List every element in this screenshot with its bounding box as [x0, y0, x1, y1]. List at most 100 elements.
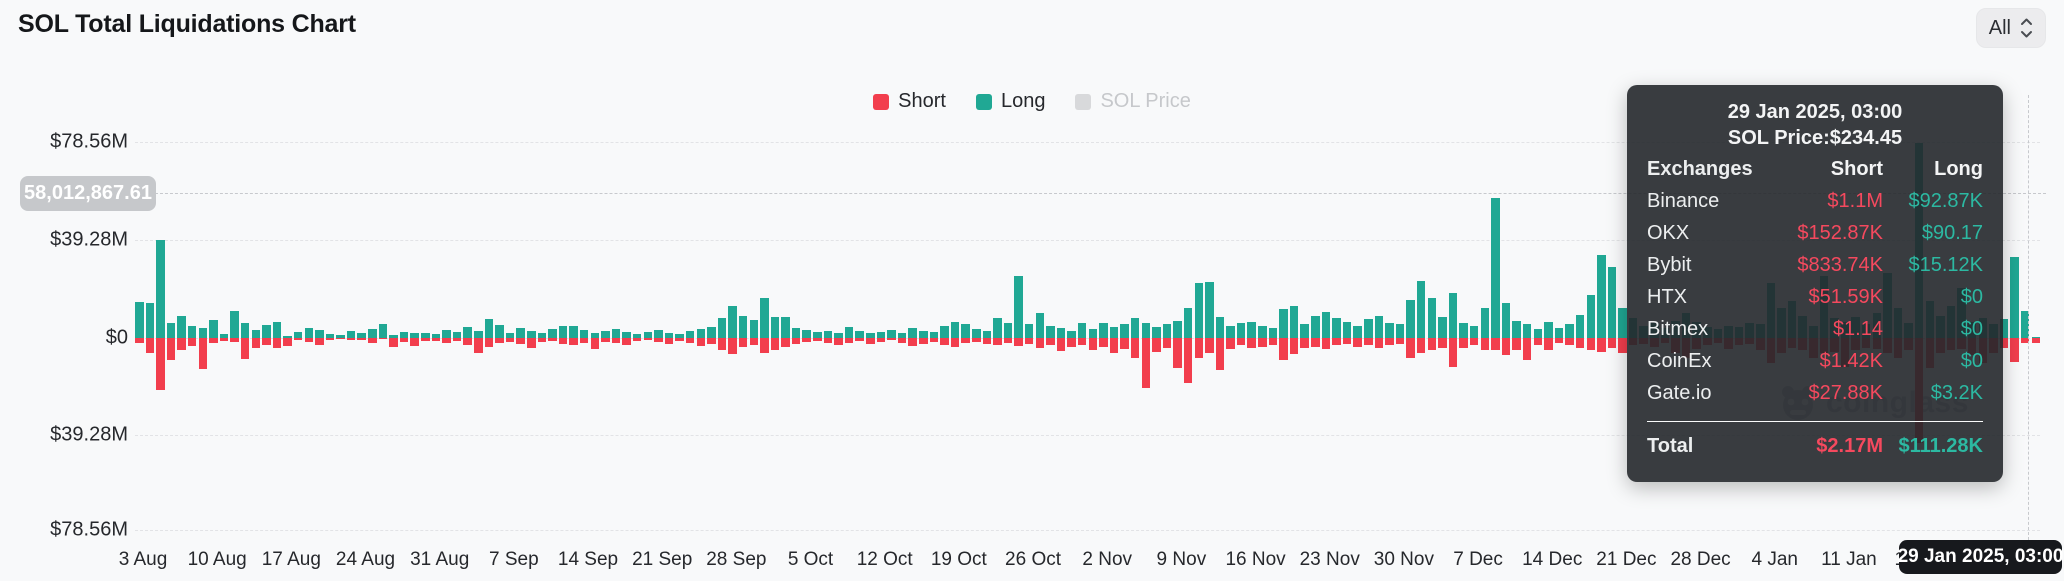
long-liquidation-bar[interactable]: [474, 330, 483, 338]
short-liquidation-bar[interactable]: [897, 338, 907, 344]
short-liquidation-bar[interactable]: [760, 338, 769, 353]
short-liquidation-bar[interactable]: [325, 338, 335, 340]
long-liquidation-bar[interactable]: [283, 336, 292, 338]
long-liquidation-bar[interactable]: [452, 331, 462, 338]
short-liquidation-bar[interactable]: [2010, 338, 2019, 363]
long-liquidation-bar[interactable]: [1247, 321, 1256, 338]
long-liquidation-bar[interactable]: [325, 333, 335, 338]
long-liquidation-bar[interactable]: [675, 334, 684, 338]
long-liquidation-bar[interactable]: [505, 333, 515, 338]
short-liquidation-bar[interactable]: [2020, 338, 2030, 343]
long-liquidation-bar[interactable]: [1014, 275, 1023, 338]
long-liquidation-bar[interactable]: [1226, 325, 1235, 338]
long-liquidation-bar[interactable]: [304, 327, 314, 338]
long-liquidation-bar[interactable]: [1406, 299, 1415, 338]
long-liquidation-bar[interactable]: [685, 331, 695, 338]
short-liquidation-bar[interactable]: [1353, 338, 1362, 347]
short-liquidation-bar[interactable]: [1088, 338, 1098, 351]
long-liquidation-bar[interactable]: [336, 334, 345, 338]
short-liquidation-bar[interactable]: [527, 338, 536, 349]
legend-item-long[interactable]: Long: [975, 90, 1045, 113]
short-liquidation-bar[interactable]: [442, 338, 451, 343]
long-liquidation-bar[interactable]: [2031, 337, 2040, 338]
long-liquidation-bar[interactable]: [346, 331, 356, 338]
short-liquidation-bar[interactable]: [1247, 338, 1256, 348]
short-liquidation-bar[interactable]: [738, 338, 748, 347]
short-liquidation-bar[interactable]: [1311, 338, 1320, 347]
long-liquidation-bar[interactable]: [972, 329, 981, 338]
short-liquidation-bar[interactable]: [1416, 338, 1426, 353]
short-liquidation-bar[interactable]: [1544, 338, 1553, 351]
long-liquidation-bar[interactable]: [272, 322, 282, 338]
short-liquidation-bar[interactable]: [654, 338, 663, 343]
short-liquidation-bar[interactable]: [1522, 338, 1532, 361]
short-liquidation-bar[interactable]: [855, 338, 864, 342]
long-liquidation-bar[interactable]: [135, 302, 144, 338]
long-liquidation-bar[interactable]: [791, 328, 801, 338]
legend-item-short[interactable]: Short: [873, 90, 946, 113]
long-liquidation-bar[interactable]: [707, 326, 716, 338]
short-liquidation-bar[interactable]: [1491, 338, 1500, 351]
short-liquidation-bar[interactable]: [346, 338, 356, 341]
range-selector-dropdown[interactable]: All: [1975, 8, 2046, 48]
long-liquidation-bar[interactable]: [728, 305, 737, 338]
long-liquidation-bar[interactable]: [495, 325, 504, 338]
long-liquidation-bar[interactable]: [378, 324, 388, 338]
short-liquidation-bar[interactable]: [675, 338, 684, 341]
short-liquidation-bar[interactable]: [187, 338, 197, 346]
long-liquidation-bar[interactable]: [876, 331, 886, 338]
short-liquidation-bar[interactable]: [1332, 338, 1341, 346]
short-liquidation-bar[interactable]: [1395, 338, 1405, 345]
long-liquidation-bar[interactable]: [1512, 320, 1521, 338]
short-liquidation-bar[interactable]: [813, 338, 822, 341]
short-liquidation-bar[interactable]: [844, 338, 854, 343]
long-liquidation-bar[interactable]: [1152, 326, 1161, 338]
short-liquidation-bar[interactable]: [1607, 338, 1617, 348]
short-liquidation-bar[interactable]: [145, 338, 155, 353]
long-liquidation-bar[interactable]: [209, 319, 218, 338]
long-liquidation-bar[interactable]: [993, 318, 1002, 338]
long-liquidation-bar[interactable]: [516, 327, 525, 338]
long-liquidation-bar[interactable]: [654, 329, 663, 338]
short-liquidation-bar[interactable]: [357, 338, 366, 340]
long-liquidation-bar[interactable]: [844, 327, 854, 338]
long-liquidation-bar[interactable]: [908, 327, 917, 338]
long-liquidation-bar[interactable]: [1385, 323, 1394, 338]
long-liquidation-bar[interactable]: [802, 330, 811, 338]
short-liquidation-bar[interactable]: [632, 338, 642, 342]
short-liquidation-bar[interactable]: [1575, 338, 1585, 348]
long-liquidation-bar[interactable]: [1332, 318, 1341, 338]
short-liquidation-bar[interactable]: [919, 338, 928, 344]
long-liquidation-bar[interactable]: [622, 332, 631, 338]
long-liquidation-bar[interactable]: [1279, 309, 1288, 338]
long-liquidation-bar[interactable]: [664, 332, 674, 338]
long-liquidation-bar[interactable]: [1618, 308, 1627, 338]
short-liquidation-bar[interactable]: [929, 338, 939, 342]
short-liquidation-bar[interactable]: [1512, 338, 1521, 350]
long-liquidation-bar[interactable]: [611, 329, 621, 338]
long-liquidation-bar[interactable]: [463, 326, 472, 338]
short-liquidation-bar[interactable]: [219, 338, 229, 342]
short-liquidation-bar[interactable]: [866, 338, 875, 345]
short-liquidation-bar[interactable]: [474, 338, 483, 354]
short-liquidation-bar[interactable]: [1215, 338, 1225, 371]
long-liquidation-bar[interactable]: [738, 315, 748, 338]
short-liquidation-bar[interactable]: [707, 338, 716, 345]
long-liquidation-bar[interactable]: [1459, 323, 1468, 338]
short-liquidation-bar[interactable]: [421, 338, 430, 342]
short-liquidation-bar[interactable]: [315, 338, 324, 345]
long-liquidation-bar[interactable]: [1565, 324, 1574, 338]
short-liquidation-bar[interactable]: [336, 338, 345, 339]
short-liquidation-bar[interactable]: [1077, 338, 1087, 346]
long-liquidation-bar[interactable]: [1130, 318, 1140, 338]
short-liquidation-bar[interactable]: [262, 338, 271, 345]
long-liquidation-bar[interactable]: [442, 329, 451, 338]
short-liquidation-bar[interactable]: [198, 338, 208, 370]
long-liquidation-bar[interactable]: [643, 331, 653, 338]
short-liquidation-bar[interactable]: [950, 338, 960, 347]
short-liquidation-bar[interactable]: [1279, 338, 1288, 361]
long-liquidation-bar[interactable]: [834, 332, 843, 338]
long-liquidation-bar[interactable]: [569, 326, 578, 338]
short-liquidation-bar[interactable]: [770, 338, 780, 351]
short-liquidation-bar[interactable]: [664, 338, 674, 345]
